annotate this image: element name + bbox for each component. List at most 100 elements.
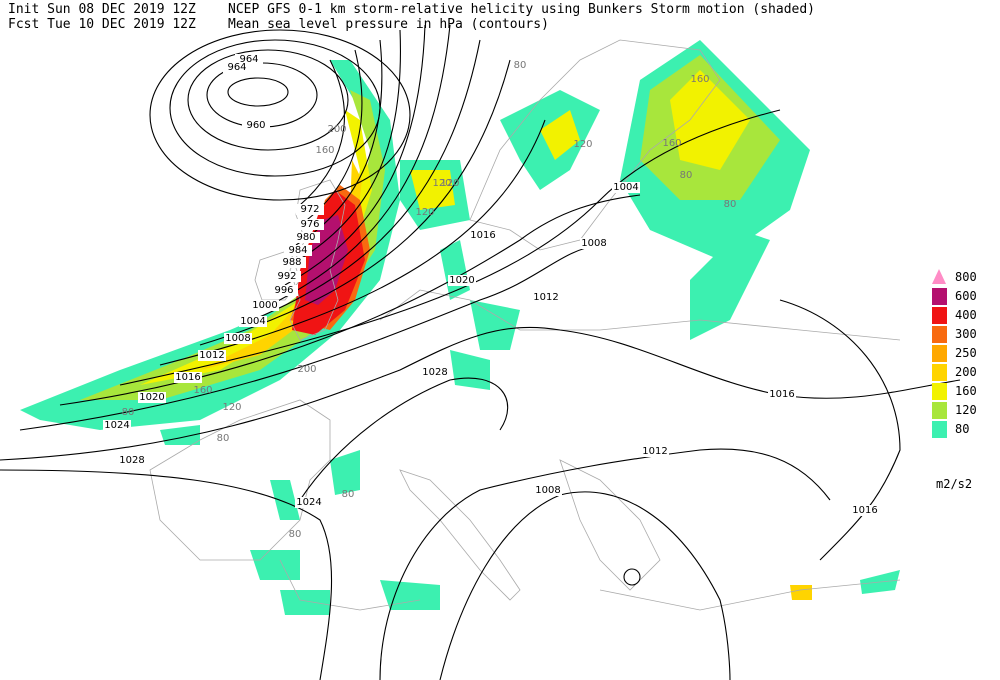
header: Init Sun 08 DEC 2019 12Z Fcst Tue 10 DEC…	[8, 2, 815, 32]
isobar-label: 1016	[175, 372, 200, 383]
shading-label: 120	[415, 207, 434, 218]
isobar-label: 976	[300, 219, 319, 230]
label-bg	[273, 271, 301, 282]
label-bg	[532, 292, 560, 303]
legend-swatch	[932, 307, 947, 324]
isobar-label: 1004	[240, 316, 265, 327]
legend-label: 600	[955, 289, 977, 303]
label-bg	[296, 219, 324, 230]
label-bg	[469, 230, 497, 241]
label-bg	[851, 505, 879, 516]
isobar-label: 1020	[139, 392, 164, 403]
legend-swatch	[932, 364, 947, 381]
shading-label: 80	[724, 199, 737, 210]
label-bg	[103, 420, 131, 431]
isobar-label: 972	[300, 204, 319, 215]
shade-area	[410, 170, 455, 210]
label-bg	[768, 389, 796, 400]
legend-unit: m2/s2	[936, 477, 972, 491]
shading-label: 120	[222, 402, 241, 413]
shade-area	[540, 110, 580, 160]
legend-label: 80	[955, 422, 969, 436]
shade-area	[140, 110, 372, 385]
label-bg	[580, 238, 608, 249]
title: NCEP GFS 0-1 km storm-relative helicity …	[228, 2, 815, 17]
isobar-label: 1024	[104, 420, 129, 431]
shading-label: 80	[217, 433, 230, 444]
shade-area	[270, 480, 300, 520]
label-bg	[448, 275, 476, 286]
shade-area	[670, 70, 750, 170]
label-bg	[284, 245, 312, 256]
shading-label: 160	[690, 74, 709, 85]
legend-swatch	[932, 421, 947, 438]
label-bg	[198, 350, 226, 361]
isobar-label: 980	[296, 232, 315, 243]
isobar-label: 1008	[225, 333, 250, 344]
isobar-label: 984	[288, 245, 307, 256]
shade-area	[330, 450, 360, 495]
isobar-label: 996	[274, 285, 293, 296]
isobar-label: 1000	[252, 300, 277, 311]
legend-swatch	[932, 326, 947, 343]
shading-label: 160	[662, 138, 681, 149]
isobar-label: 1016	[769, 389, 794, 400]
legend-swatch	[932, 383, 947, 400]
shade-area	[380, 580, 440, 610]
shade-area	[790, 585, 812, 600]
shading-label: 120	[432, 178, 451, 189]
label-bg	[270, 285, 298, 296]
isobar-label: 1028	[422, 367, 447, 378]
isobar-label: 1016	[852, 505, 877, 516]
isobar-label: 1016	[470, 230, 495, 241]
shade-area	[470, 300, 520, 350]
shading-label: 120	[440, 178, 459, 189]
shading-label: 200	[297, 364, 316, 375]
label-bg	[251, 300, 279, 311]
label-bg	[138, 392, 166, 403]
isobar-label: 1008	[535, 485, 560, 496]
label-bg	[223, 62, 251, 73]
label-bg	[235, 54, 263, 65]
legend: m2/s2 800 600 400 300 250 200 160 120 80	[932, 269, 977, 491]
shading-label: 120	[573, 139, 592, 150]
legend-swatch	[932, 345, 947, 362]
shading-label: 80	[342, 489, 355, 500]
shading-label: 80	[289, 529, 302, 540]
isobar-label: 992	[277, 271, 296, 282]
shading-label: 80	[514, 60, 527, 71]
label-bg	[292, 232, 320, 243]
isobar-label: 1020	[449, 275, 474, 286]
legend-swatch	[932, 402, 947, 419]
isobar-label: 960	[246, 120, 265, 131]
legend-swatch	[932, 288, 947, 305]
legend-label: 800	[955, 270, 977, 284]
legend-label: 200	[955, 365, 977, 379]
shade-area	[450, 350, 490, 390]
legend-label: 400	[955, 308, 977, 322]
isobar-label: 964	[227, 62, 246, 73]
isobars	[0, 24, 961, 680]
isobar-label: 1024	[296, 497, 321, 508]
isobar-label: 1028	[119, 455, 144, 466]
legend-label: 160	[955, 384, 977, 398]
isobar-label: 964	[239, 54, 258, 65]
isobar-label: 988	[282, 257, 301, 268]
forecast-time: Fcst Tue 10 DEC 2019 12Z	[8, 17, 196, 32]
legend-label: 120	[955, 403, 977, 417]
shading-label: 160	[315, 145, 334, 156]
shade-area	[280, 590, 330, 615]
isobar-label: 1012	[642, 446, 667, 457]
label-bg	[641, 446, 669, 457]
label-bg	[296, 204, 324, 215]
label-bg	[239, 316, 267, 327]
label-bg	[224, 333, 252, 344]
shading-label: 80	[122, 407, 135, 418]
label-bg	[612, 182, 640, 193]
legend-label: 300	[955, 327, 977, 341]
label-bg	[534, 485, 562, 496]
isobar-label: 1008	[581, 238, 606, 249]
legend-label: 250	[955, 346, 977, 360]
